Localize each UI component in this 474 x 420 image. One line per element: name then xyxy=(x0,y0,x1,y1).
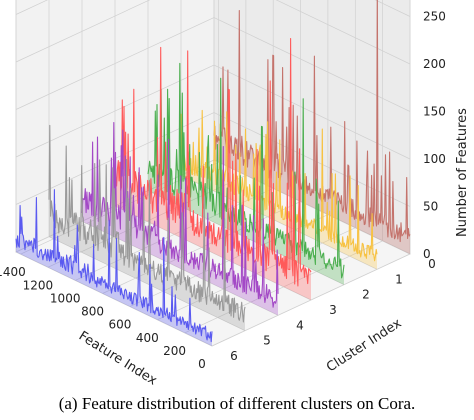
x-tick-label: 1000 xyxy=(50,291,81,305)
cluster-6-fill xyxy=(16,189,212,346)
x-tick-label: 1400 xyxy=(0,265,26,279)
y-tick-label: 3 xyxy=(329,303,337,317)
x-tick-label: 800 xyxy=(81,305,104,319)
y-tick-label: 5 xyxy=(263,334,271,348)
figure-caption: (a) Feature distribution of different cl… xyxy=(58,394,416,413)
y-axis-label: Cluster Index xyxy=(324,316,405,376)
cluster-6-line xyxy=(15,189,213,343)
cluster-3-line xyxy=(114,37,312,287)
y-gridline xyxy=(48,0,246,332)
x-tick-label: 400 xyxy=(136,331,159,345)
y-tick-label: 2 xyxy=(362,288,370,302)
z-tick-label: 50 xyxy=(423,200,438,214)
z-tick-label: 150 xyxy=(423,105,446,119)
y-tick-label: 4 xyxy=(296,318,304,332)
chart-ticks: 0 200 400 600 800100012001400 0 1 2 3 4 5 6 0 50 100 15… xyxy=(0,10,446,372)
y-tick-label: 0 xyxy=(428,257,436,271)
z-tick-label: 250 xyxy=(423,10,446,24)
z-tick-label: 200 xyxy=(423,57,446,71)
x-tick-label: 0 xyxy=(198,357,206,371)
cluster-4-fill xyxy=(82,122,278,316)
x-tick-label: 200 xyxy=(163,344,186,358)
y-tick-label: 6 xyxy=(230,349,238,363)
cluster-0-line xyxy=(213,0,411,243)
z-tick-label: 100 xyxy=(423,152,446,166)
y-gridline xyxy=(81,0,279,316)
x-tick-label: 1200 xyxy=(23,278,54,292)
z-tick-label: 0 xyxy=(423,247,431,261)
chart-grid xyxy=(15,0,411,347)
3d-line-chart: 0 200 400 600 800100012001400 0 1 2 3 4 5 6 0 50 100 15… xyxy=(0,0,470,388)
x-tick-label: 600 xyxy=(108,318,131,332)
cluster-1-line xyxy=(180,109,378,262)
cluster-5-line xyxy=(48,124,246,323)
chart-series xyxy=(15,0,411,346)
cluster-5-fill xyxy=(49,125,245,331)
z-axis-label: Number of Features xyxy=(455,108,470,237)
y-tick-label: 1 xyxy=(395,272,403,286)
cluster-3-fill xyxy=(115,38,311,300)
cluster-2-fill xyxy=(148,63,344,285)
y-gridline xyxy=(147,0,345,286)
y-gridline xyxy=(15,0,213,347)
